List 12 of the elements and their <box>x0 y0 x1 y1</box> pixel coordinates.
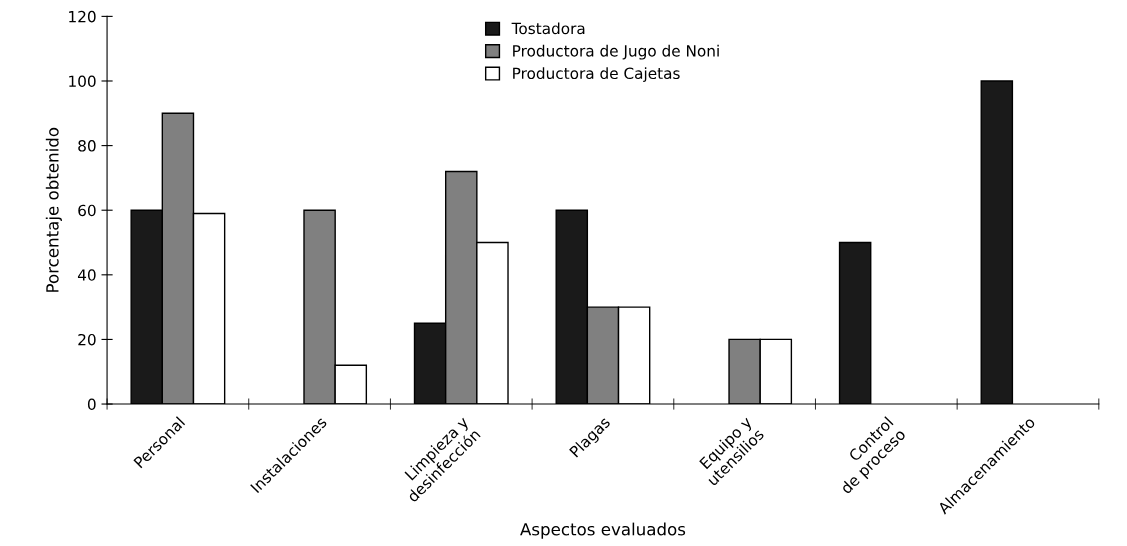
y-tick-label: 40 <box>77 269 96 281</box>
legend-label: Productora de Jugo de Noni <box>513 44 719 60</box>
y-tick-label: 0 <box>87 398 96 411</box>
y-tick-label: 20 <box>78 333 96 346</box>
legend-label: Productora de Cajetas <box>513 67 680 83</box>
x-axis-title: Aspectos evaluados <box>520 522 686 539</box>
y-tick-label: 60 <box>78 204 96 217</box>
y-axis-title: Porcentaje obtenido <box>45 127 62 292</box>
y-tick-label: 100 <box>69 75 96 88</box>
legend-label: Tostadora <box>511 22 585 35</box>
y-tick-label: 120 <box>69 10 96 23</box>
y-tick-label: 80 <box>78 140 96 152</box>
